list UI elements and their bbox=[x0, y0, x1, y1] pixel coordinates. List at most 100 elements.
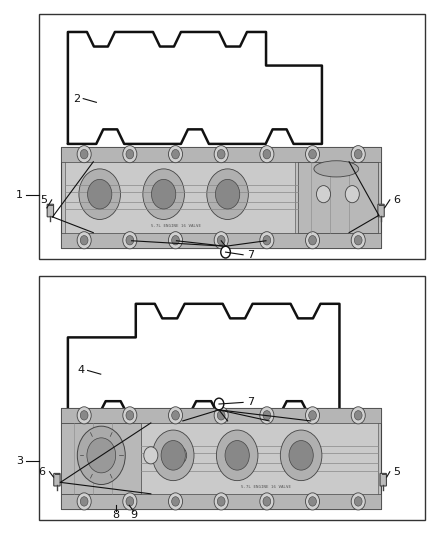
Text: 5: 5 bbox=[40, 195, 47, 205]
Circle shape bbox=[306, 493, 320, 510]
Circle shape bbox=[260, 407, 274, 424]
Circle shape bbox=[123, 493, 137, 510]
Circle shape bbox=[173, 447, 187, 464]
Circle shape bbox=[77, 407, 91, 424]
Circle shape bbox=[217, 149, 225, 159]
Bar bbox=[39, 276, 425, 520]
Circle shape bbox=[172, 497, 180, 506]
Circle shape bbox=[169, 146, 183, 163]
Circle shape bbox=[126, 149, 134, 159]
Circle shape bbox=[123, 407, 137, 424]
Circle shape bbox=[77, 146, 91, 163]
Circle shape bbox=[306, 407, 320, 424]
Circle shape bbox=[280, 430, 322, 481]
Bar bbox=[298, 162, 378, 232]
Circle shape bbox=[80, 236, 88, 245]
Circle shape bbox=[263, 236, 271, 245]
Text: 6: 6 bbox=[393, 195, 400, 205]
Circle shape bbox=[77, 493, 91, 510]
Circle shape bbox=[221, 246, 230, 258]
Circle shape bbox=[217, 410, 225, 420]
Circle shape bbox=[172, 149, 180, 159]
Circle shape bbox=[351, 232, 365, 249]
Circle shape bbox=[214, 407, 228, 424]
Text: 2: 2 bbox=[73, 94, 80, 103]
Circle shape bbox=[79, 169, 120, 220]
Text: 8: 8 bbox=[113, 511, 120, 520]
Bar bbox=[61, 423, 141, 494]
Text: 1: 1 bbox=[16, 190, 23, 199]
Circle shape bbox=[78, 426, 125, 484]
Text: 5: 5 bbox=[393, 467, 400, 477]
Bar bbox=[61, 232, 381, 248]
Bar bbox=[61, 408, 381, 423]
Text: 5.7L ENGINE 16 VALVE: 5.7L ENGINE 16 VALVE bbox=[241, 484, 291, 489]
Circle shape bbox=[214, 146, 228, 163]
Circle shape bbox=[354, 497, 362, 506]
Bar bbox=[61, 494, 381, 509]
Circle shape bbox=[172, 410, 180, 420]
Circle shape bbox=[169, 407, 183, 424]
Text: 7: 7 bbox=[247, 398, 254, 407]
Ellipse shape bbox=[314, 161, 359, 177]
Circle shape bbox=[123, 232, 137, 249]
Circle shape bbox=[354, 149, 362, 159]
Circle shape bbox=[260, 493, 274, 510]
Circle shape bbox=[152, 180, 176, 209]
Circle shape bbox=[260, 232, 274, 249]
Circle shape bbox=[161, 441, 185, 470]
Circle shape bbox=[317, 185, 331, 203]
Text: 6: 6 bbox=[38, 467, 45, 477]
Circle shape bbox=[309, 410, 316, 420]
FancyBboxPatch shape bbox=[380, 473, 386, 486]
Text: 4: 4 bbox=[78, 366, 85, 375]
Circle shape bbox=[207, 169, 248, 220]
Circle shape bbox=[351, 493, 365, 510]
Circle shape bbox=[144, 447, 158, 464]
Circle shape bbox=[225, 441, 249, 470]
Circle shape bbox=[152, 430, 194, 481]
Bar bbox=[61, 147, 381, 161]
Circle shape bbox=[77, 232, 91, 249]
Bar bbox=[141, 423, 378, 494]
Circle shape bbox=[88, 180, 112, 209]
Circle shape bbox=[289, 441, 313, 470]
Circle shape bbox=[126, 410, 134, 420]
FancyBboxPatch shape bbox=[54, 473, 60, 486]
Circle shape bbox=[80, 497, 88, 506]
Circle shape bbox=[214, 232, 228, 249]
Circle shape bbox=[87, 438, 116, 473]
Circle shape bbox=[263, 410, 271, 420]
Circle shape bbox=[260, 146, 274, 163]
Circle shape bbox=[354, 236, 362, 245]
Circle shape bbox=[216, 430, 258, 481]
Circle shape bbox=[215, 180, 240, 209]
Circle shape bbox=[309, 497, 316, 506]
FancyBboxPatch shape bbox=[47, 204, 53, 217]
Circle shape bbox=[214, 398, 224, 410]
Text: 3: 3 bbox=[16, 456, 23, 466]
Circle shape bbox=[169, 493, 183, 510]
Circle shape bbox=[351, 146, 365, 163]
Circle shape bbox=[217, 497, 225, 506]
Circle shape bbox=[354, 410, 362, 420]
Circle shape bbox=[80, 149, 88, 159]
Circle shape bbox=[263, 497, 271, 506]
Text: 7: 7 bbox=[247, 250, 254, 260]
FancyBboxPatch shape bbox=[378, 204, 384, 217]
Bar bbox=[39, 14, 425, 259]
Circle shape bbox=[309, 149, 316, 159]
Circle shape bbox=[169, 232, 183, 249]
Circle shape bbox=[217, 236, 225, 245]
Text: 9: 9 bbox=[130, 511, 137, 520]
Circle shape bbox=[123, 146, 137, 163]
Circle shape bbox=[80, 410, 88, 420]
Circle shape bbox=[351, 407, 365, 424]
Text: 5.7L ENGINE 16 VALVE: 5.7L ENGINE 16 VALVE bbox=[152, 223, 201, 228]
Circle shape bbox=[306, 146, 320, 163]
Circle shape bbox=[172, 236, 180, 245]
Circle shape bbox=[309, 236, 316, 245]
Bar bbox=[61, 147, 381, 248]
Circle shape bbox=[143, 169, 184, 220]
Circle shape bbox=[214, 493, 228, 510]
